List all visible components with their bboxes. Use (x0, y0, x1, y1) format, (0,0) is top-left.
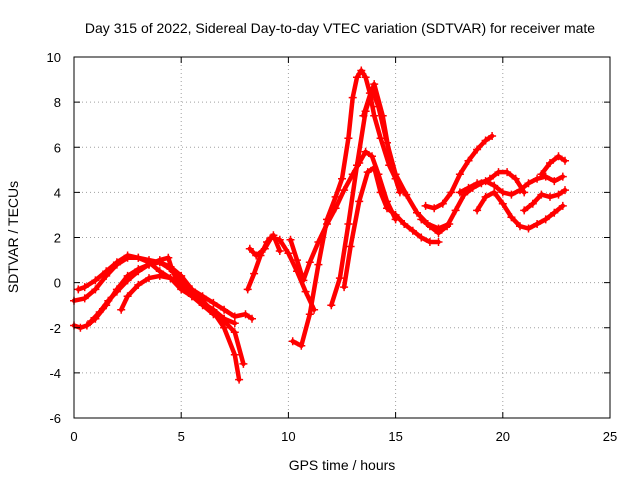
series-line (341, 165, 441, 290)
grid-lines (74, 57, 610, 418)
series-arc-4 (87, 253, 229, 325)
y-tick-label: 8 (54, 95, 61, 110)
series-line (118, 273, 255, 321)
x-tick-label: 25 (603, 429, 617, 444)
chart-title: Day 315 of 2022, Sidereal Day-to-day VTE… (85, 20, 595, 36)
series-markers (537, 152, 569, 179)
series-markers (340, 163, 443, 292)
series-markers (421, 132, 497, 213)
series-arc-18 (537, 152, 569, 179)
data-series-group (70, 66, 569, 384)
series-arc-13 (421, 132, 497, 213)
x-tick-labels: 0 5 10 15 20 25 (70, 429, 617, 444)
series-line (245, 232, 283, 292)
series-markers (87, 253, 229, 325)
series-arc-14 (417, 168, 529, 237)
x-axis-label: GPS time / hours (289, 457, 396, 473)
series-line (419, 169, 527, 236)
y-tick-label: 4 (54, 185, 61, 200)
y-tick-label: 2 (54, 231, 61, 246)
x-tick-label: 15 (388, 429, 402, 444)
y-tick-label: 10 (47, 50, 61, 65)
series-markers (117, 271, 256, 323)
x-tick-label: 20 (496, 429, 510, 444)
series-arc-5 (117, 271, 256, 323)
series-arc-7 (245, 233, 319, 314)
series-arc-11 (340, 163, 443, 292)
x-tick-label: 5 (178, 429, 185, 444)
x-tick-label: 10 (281, 429, 295, 444)
y-tick-label: 0 (54, 276, 61, 291)
y-tick-label: 6 (54, 140, 61, 155)
y-tick-label: -4 (49, 366, 61, 381)
x-tick-label: 0 (70, 429, 77, 444)
series-markers (473, 188, 567, 233)
y-tick-label: -6 (49, 411, 61, 426)
series-markers (455, 172, 567, 199)
series-arc-16 (473, 188, 567, 233)
series-markers (245, 233, 319, 314)
series-line (539, 154, 568, 177)
y-tick-label: -2 (49, 321, 61, 336)
y-axis-label: SDTVAR / TECUs (5, 181, 21, 293)
axis-ticks (73, 56, 611, 419)
y-tick-labels: -6 -4 -2 0 2 4 6 8 10 (47, 50, 61, 426)
series-markers (520, 186, 569, 215)
series-arc-15 (455, 172, 567, 199)
series-line (290, 68, 407, 349)
series-arc-17 (520, 186, 569, 215)
